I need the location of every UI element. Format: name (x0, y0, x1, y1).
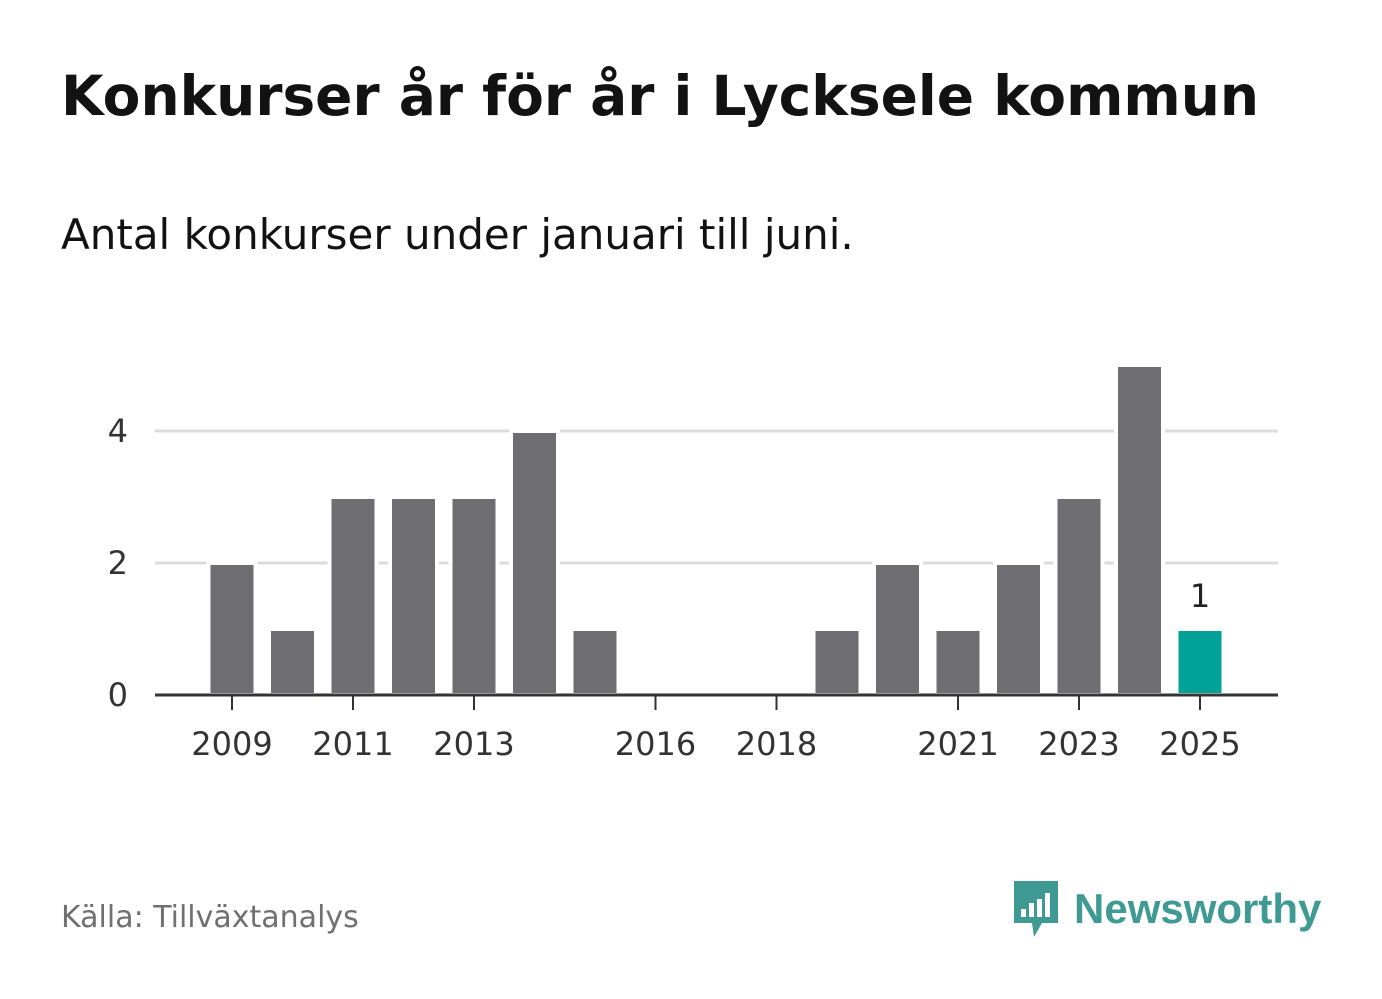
y-tick-label: 4 (108, 412, 128, 450)
bars (206, 363, 1226, 697)
x-tick-label: 2023 (1038, 725, 1119, 763)
x-tick-label: 2018 (736, 725, 817, 763)
x-tick-label: 2011 (312, 725, 393, 763)
bar-2012 (388, 495, 439, 697)
x-tick-label: 2025 (1159, 725, 1240, 763)
bar-2010 (267, 627, 318, 697)
x-tick-label: 2009 (191, 725, 272, 763)
x-tick-label: 2021 (917, 725, 998, 763)
bar-2020 (872, 561, 923, 697)
source-note: Källa: Tillväxtanalys (61, 900, 359, 935)
y-tick-label: 2 (108, 544, 128, 582)
bar-2024 (1114, 363, 1165, 697)
x-tick-label: 2016 (615, 725, 696, 763)
brand-logo: Newsworthy (1010, 880, 1321, 938)
bar-2019 (811, 627, 863, 697)
bar-2015 (569, 627, 621, 697)
bar-2025 (1174, 627, 1226, 697)
bar-2013 (448, 495, 500, 697)
bar-2022 (993, 561, 1044, 697)
bar-2011 (327, 495, 379, 697)
chart-title: Konkurser år för år i Lycksele kommun (61, 64, 1260, 128)
brand-name: Newsworthy (1074, 885, 1322, 932)
bar-chart: 0 2 4 1 2009 2011 2013 2016 2018 2021 2023 2025 (108, 363, 1278, 763)
bar-2023 (1053, 495, 1105, 697)
y-tick-label: 0 (108, 676, 128, 714)
bar-2021 (932, 627, 984, 697)
bar-2009 (206, 561, 258, 697)
axes: 0 2 4 1 2009 2011 2013 2016 2018 2021 2023 2025 (108, 412, 1278, 763)
newsworthy-logo-icon (1014, 881, 1058, 937)
x-tick-label: 2013 (433, 725, 514, 763)
data-label: 1 (1190, 577, 1210, 615)
chart-subtitle: Antal konkurser under januari till juni. (61, 210, 854, 259)
gridlines (155, 429, 1278, 565)
bar-2014 (509, 429, 560, 697)
